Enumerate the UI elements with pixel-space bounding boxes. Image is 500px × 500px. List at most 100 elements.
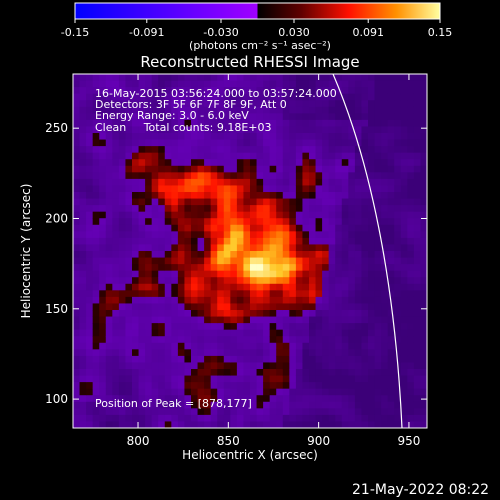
heatmap-cell <box>374 100 382 108</box>
heatmap-cell <box>243 119 251 127</box>
heatmap-cell <box>236 185 244 193</box>
heatmap-cell <box>217 382 225 390</box>
heatmap-cell <box>79 106 87 114</box>
heatmap-cell <box>282 421 290 428</box>
heatmap-cell <box>86 310 94 317</box>
heatmap-cell <box>86 290 94 298</box>
heatmap-cell <box>92 277 100 285</box>
heatmap-cell <box>125 80 133 88</box>
heatmap-cell <box>118 178 126 186</box>
heatmap-cell <box>79 355 87 363</box>
heatmap-cell <box>335 408 343 416</box>
heatmap-cell <box>184 93 192 101</box>
heatmap-cell <box>374 408 382 416</box>
heatmap-cell <box>79 146 87 154</box>
heatmap-cell <box>381 106 389 114</box>
heatmap-cell <box>197 323 205 331</box>
heatmap-cell <box>420 342 427 350</box>
heatmap-cell <box>197 198 205 206</box>
heatmap-cell <box>92 310 100 317</box>
heatmap-cell <box>184 310 192 317</box>
heatmap-cell <box>177 152 185 160</box>
heatmap-cell <box>171 257 179 265</box>
heatmap-cell <box>164 185 172 193</box>
heatmap-cell <box>145 388 153 396</box>
heatmap-cell <box>204 106 212 114</box>
heatmap-cell <box>204 93 212 101</box>
heatmap-cell <box>269 408 277 416</box>
heatmap-cell <box>407 414 415 422</box>
heatmap-cell <box>158 257 166 265</box>
heatmap-cell <box>348 414 356 422</box>
heatmap-cell <box>243 296 251 304</box>
heatmap-cell <box>184 133 192 140</box>
heatmap-cell <box>177 362 185 370</box>
heatmap-cell <box>217 395 225 403</box>
heatmap-cell <box>387 323 395 331</box>
heatmap-cell <box>354 205 362 213</box>
heatmap-cell <box>99 113 107 121</box>
heatmap-cell <box>361 172 369 180</box>
heatmap-cell <box>177 133 185 140</box>
heatmap-cell <box>191 139 198 147</box>
heatmap-cell <box>197 126 205 134</box>
heatmap-cell <box>322 277 330 285</box>
heatmap-cell <box>315 355 323 363</box>
heatmap-cell <box>243 270 251 278</box>
heatmap-cell <box>361 329 369 337</box>
heatmap-cell <box>171 119 179 127</box>
heatmap-cell <box>132 362 139 370</box>
heatmap-cell <box>158 205 166 213</box>
heatmap-cell <box>368 139 375 147</box>
heatmap-cell <box>204 74 212 81</box>
heatmap-cell <box>381 165 389 173</box>
heatmap-cell <box>118 310 126 317</box>
heatmap-cell <box>361 290 369 298</box>
heatmap-cell <box>105 237 113 245</box>
heatmap-cell <box>368 87 375 95</box>
heatmap-cell <box>236 126 244 134</box>
heatmap-cell <box>164 74 172 81</box>
heatmap-cell <box>223 178 231 186</box>
heatmap-cell <box>204 296 212 304</box>
heatmap-cell <box>322 401 330 409</box>
heatmap-cell <box>256 218 264 226</box>
heatmap-cell <box>400 146 408 154</box>
heatmap-cell <box>250 87 257 95</box>
heatmap-cell <box>256 316 264 324</box>
heatmap-cell <box>118 290 126 298</box>
heatmap-cell <box>99 119 107 127</box>
heatmap-cell <box>341 408 349 416</box>
heatmap-cell <box>79 119 87 127</box>
heatmap-cell <box>309 310 316 317</box>
heatmap-cell <box>105 126 113 134</box>
heatmap-cell <box>407 303 415 311</box>
heatmap-cell <box>256 310 264 317</box>
heatmap-cell <box>125 264 133 272</box>
heatmap-cell <box>236 290 244 298</box>
heatmap-cell <box>348 146 356 154</box>
heatmap-cell <box>132 113 139 121</box>
heatmap-cell <box>256 277 264 285</box>
heatmap-cell <box>348 283 356 291</box>
heatmap-cell <box>276 126 284 134</box>
heatmap-cell <box>125 310 133 317</box>
heatmap-cell <box>309 277 316 285</box>
heatmap-cell <box>197 80 205 88</box>
heatmap-cell <box>354 165 362 173</box>
heatmap-cell <box>79 349 87 357</box>
heatmap-cell <box>250 421 257 428</box>
heatmap-cell <box>269 152 277 160</box>
heatmap-cell <box>151 146 159 154</box>
heatmap-cell <box>420 244 427 252</box>
heatmap-cell <box>151 316 159 324</box>
heatmap-cell <box>158 375 166 383</box>
heatmap-cell <box>420 185 427 193</box>
heatmap-cell <box>118 323 126 331</box>
heatmap-cell <box>210 100 218 108</box>
heatmap-cell <box>125 87 133 95</box>
heatmap-cell <box>289 237 297 245</box>
heatmap-cell <box>132 303 139 311</box>
heatmap-cell <box>309 369 316 376</box>
